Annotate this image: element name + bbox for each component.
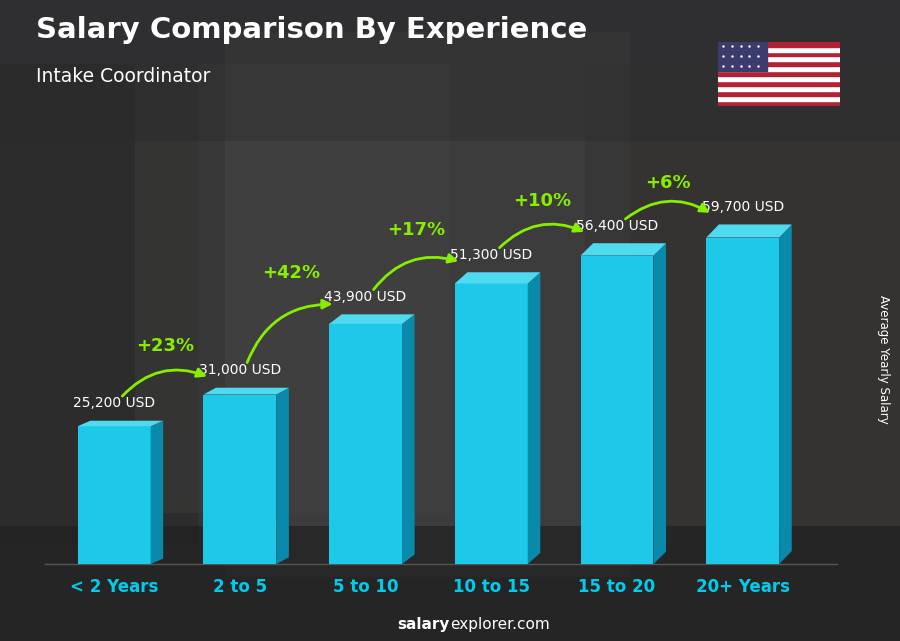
Text: 43,900 USD: 43,900 USD — [324, 290, 407, 304]
Bar — [225, 32, 630, 577]
Polygon shape — [706, 238, 779, 564]
Bar — [0, 526, 900, 641]
Polygon shape — [653, 243, 666, 564]
Polygon shape — [527, 272, 540, 564]
Bar — [718, 56, 840, 62]
Polygon shape — [580, 243, 666, 256]
Bar — [585, 64, 900, 545]
Text: 59,700 USD: 59,700 USD — [702, 200, 784, 214]
Text: +10%: +10% — [513, 192, 572, 210]
Text: salary: salary — [398, 617, 450, 633]
Bar — [718, 86, 840, 91]
Polygon shape — [580, 256, 653, 564]
Polygon shape — [77, 420, 163, 426]
Bar — [0, 0, 900, 141]
Bar — [718, 42, 840, 47]
FancyArrowPatch shape — [626, 201, 707, 219]
Bar — [718, 47, 840, 51]
FancyArrowPatch shape — [248, 300, 329, 363]
Text: 51,300 USD: 51,300 USD — [450, 248, 533, 262]
Bar — [718, 62, 840, 66]
Polygon shape — [203, 394, 276, 564]
Text: 25,200 USD: 25,200 USD — [73, 397, 155, 410]
Bar — [718, 81, 840, 86]
Polygon shape — [454, 272, 540, 283]
Text: explorer.com: explorer.com — [450, 617, 550, 633]
Bar — [0, 64, 198, 545]
Bar — [718, 71, 840, 76]
Bar — [718, 66, 840, 71]
FancyArrowPatch shape — [500, 224, 581, 247]
Polygon shape — [150, 420, 163, 564]
Bar — [718, 96, 840, 101]
Bar — [718, 76, 840, 81]
Polygon shape — [706, 224, 792, 238]
FancyArrowPatch shape — [374, 254, 455, 290]
Text: +17%: +17% — [387, 221, 446, 240]
Text: +23%: +23% — [136, 337, 194, 355]
Bar — [718, 42, 767, 71]
Polygon shape — [203, 388, 289, 394]
Text: Average Yearly Salary: Average Yearly Salary — [878, 295, 890, 423]
Text: +42%: +42% — [262, 263, 320, 281]
Text: 31,000 USD: 31,000 USD — [199, 363, 281, 378]
Polygon shape — [402, 314, 415, 564]
Polygon shape — [779, 224, 792, 564]
Polygon shape — [329, 324, 402, 564]
Bar — [718, 101, 840, 106]
Text: Intake Coordinator: Intake Coordinator — [36, 67, 211, 87]
Bar — [718, 91, 840, 96]
FancyArrowPatch shape — [122, 369, 204, 396]
Bar — [135, 64, 450, 513]
Text: 56,400 USD: 56,400 USD — [576, 219, 658, 233]
Text: +6%: +6% — [645, 174, 690, 192]
Polygon shape — [276, 388, 289, 564]
Polygon shape — [329, 314, 415, 324]
Polygon shape — [77, 426, 150, 564]
Text: Salary Comparison By Experience: Salary Comparison By Experience — [36, 16, 587, 44]
Bar — [718, 51, 840, 56]
Polygon shape — [454, 283, 527, 564]
